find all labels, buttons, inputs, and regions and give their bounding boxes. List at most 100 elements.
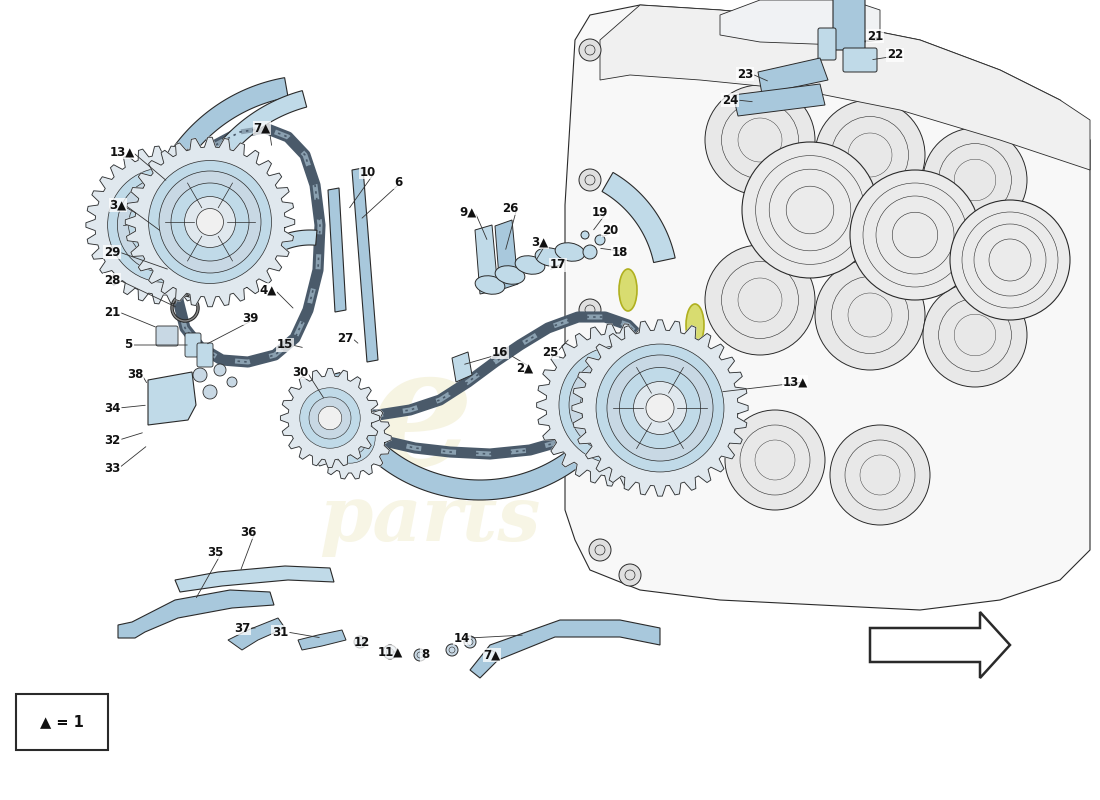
Circle shape (118, 178, 212, 273)
Circle shape (148, 161, 272, 283)
Polygon shape (148, 372, 196, 425)
Text: 27: 27 (337, 331, 353, 345)
Polygon shape (298, 630, 346, 650)
Text: 20: 20 (602, 223, 618, 237)
Circle shape (725, 410, 825, 510)
Circle shape (214, 364, 225, 376)
Ellipse shape (515, 256, 544, 274)
Circle shape (414, 649, 426, 661)
Circle shape (160, 171, 261, 273)
Text: 28: 28 (103, 274, 120, 286)
Circle shape (607, 355, 713, 461)
Circle shape (815, 100, 925, 210)
Circle shape (227, 377, 236, 387)
Circle shape (170, 183, 249, 261)
Polygon shape (228, 618, 285, 650)
Circle shape (340, 428, 360, 448)
Circle shape (830, 425, 930, 525)
Text: 32: 32 (103, 434, 120, 446)
Text: 13▲: 13▲ (109, 146, 134, 158)
Ellipse shape (535, 248, 565, 266)
Text: 25: 25 (542, 346, 558, 358)
Circle shape (318, 406, 342, 430)
Circle shape (204, 385, 217, 399)
Text: e: e (367, 339, 473, 501)
Polygon shape (537, 324, 700, 486)
Circle shape (619, 367, 701, 449)
Polygon shape (244, 230, 317, 273)
Polygon shape (452, 352, 472, 382)
Circle shape (923, 283, 1027, 387)
Polygon shape (175, 566, 334, 592)
Polygon shape (328, 188, 346, 312)
Circle shape (579, 39, 601, 61)
Circle shape (742, 142, 878, 278)
Polygon shape (118, 590, 274, 638)
Text: 21: 21 (867, 30, 883, 42)
Circle shape (324, 413, 375, 463)
Circle shape (300, 388, 360, 448)
Circle shape (646, 394, 674, 422)
Circle shape (588, 539, 610, 561)
Polygon shape (600, 5, 1090, 170)
Ellipse shape (556, 242, 585, 262)
Polygon shape (470, 620, 660, 678)
Circle shape (619, 564, 641, 586)
Circle shape (309, 397, 351, 439)
Text: ▲ = 1: ▲ = 1 (40, 714, 84, 730)
Text: 11▲: 11▲ (377, 646, 403, 658)
Circle shape (464, 636, 476, 648)
Polygon shape (320, 348, 645, 500)
Circle shape (579, 429, 601, 451)
Circle shape (850, 170, 980, 300)
Text: 34: 34 (103, 402, 120, 414)
Circle shape (581, 231, 589, 239)
Text: 4▲: 4▲ (260, 283, 276, 297)
Text: 8: 8 (421, 649, 429, 662)
Polygon shape (475, 225, 498, 294)
Circle shape (815, 260, 925, 370)
FancyBboxPatch shape (843, 48, 877, 72)
Text: 19: 19 (592, 206, 608, 218)
Text: 14: 14 (454, 631, 470, 645)
Circle shape (583, 245, 597, 259)
Text: 37: 37 (234, 622, 250, 634)
Text: 7▲: 7▲ (483, 649, 500, 662)
Ellipse shape (686, 304, 704, 346)
Text: 24: 24 (722, 94, 738, 106)
Polygon shape (280, 369, 380, 467)
Polygon shape (352, 168, 378, 362)
Circle shape (923, 128, 1027, 232)
Polygon shape (309, 397, 392, 479)
Circle shape (579, 299, 601, 321)
Circle shape (605, 392, 631, 418)
Text: parts: parts (319, 483, 541, 557)
Circle shape (141, 202, 189, 249)
Text: 2▲: 2▲ (516, 362, 534, 374)
Circle shape (446, 644, 458, 656)
Circle shape (705, 245, 815, 355)
Polygon shape (733, 84, 825, 116)
Circle shape (192, 368, 207, 382)
Polygon shape (720, 0, 880, 45)
Text: 16: 16 (492, 346, 508, 358)
Circle shape (185, 197, 235, 247)
Text: 26: 26 (502, 202, 518, 214)
Text: 17: 17 (550, 258, 566, 271)
Text: 5: 5 (124, 338, 132, 351)
Circle shape (559, 346, 676, 464)
Polygon shape (125, 138, 295, 306)
Ellipse shape (475, 276, 505, 294)
Circle shape (595, 235, 605, 245)
Circle shape (332, 421, 367, 455)
Circle shape (950, 200, 1070, 320)
Text: 7▲: 7▲ (253, 122, 271, 134)
Ellipse shape (619, 269, 637, 311)
Text: 39: 39 (242, 311, 258, 325)
Circle shape (153, 212, 177, 238)
Circle shape (581, 367, 656, 442)
Polygon shape (572, 320, 748, 496)
FancyBboxPatch shape (156, 326, 178, 346)
Polygon shape (86, 146, 244, 304)
Text: 15: 15 (277, 338, 294, 351)
